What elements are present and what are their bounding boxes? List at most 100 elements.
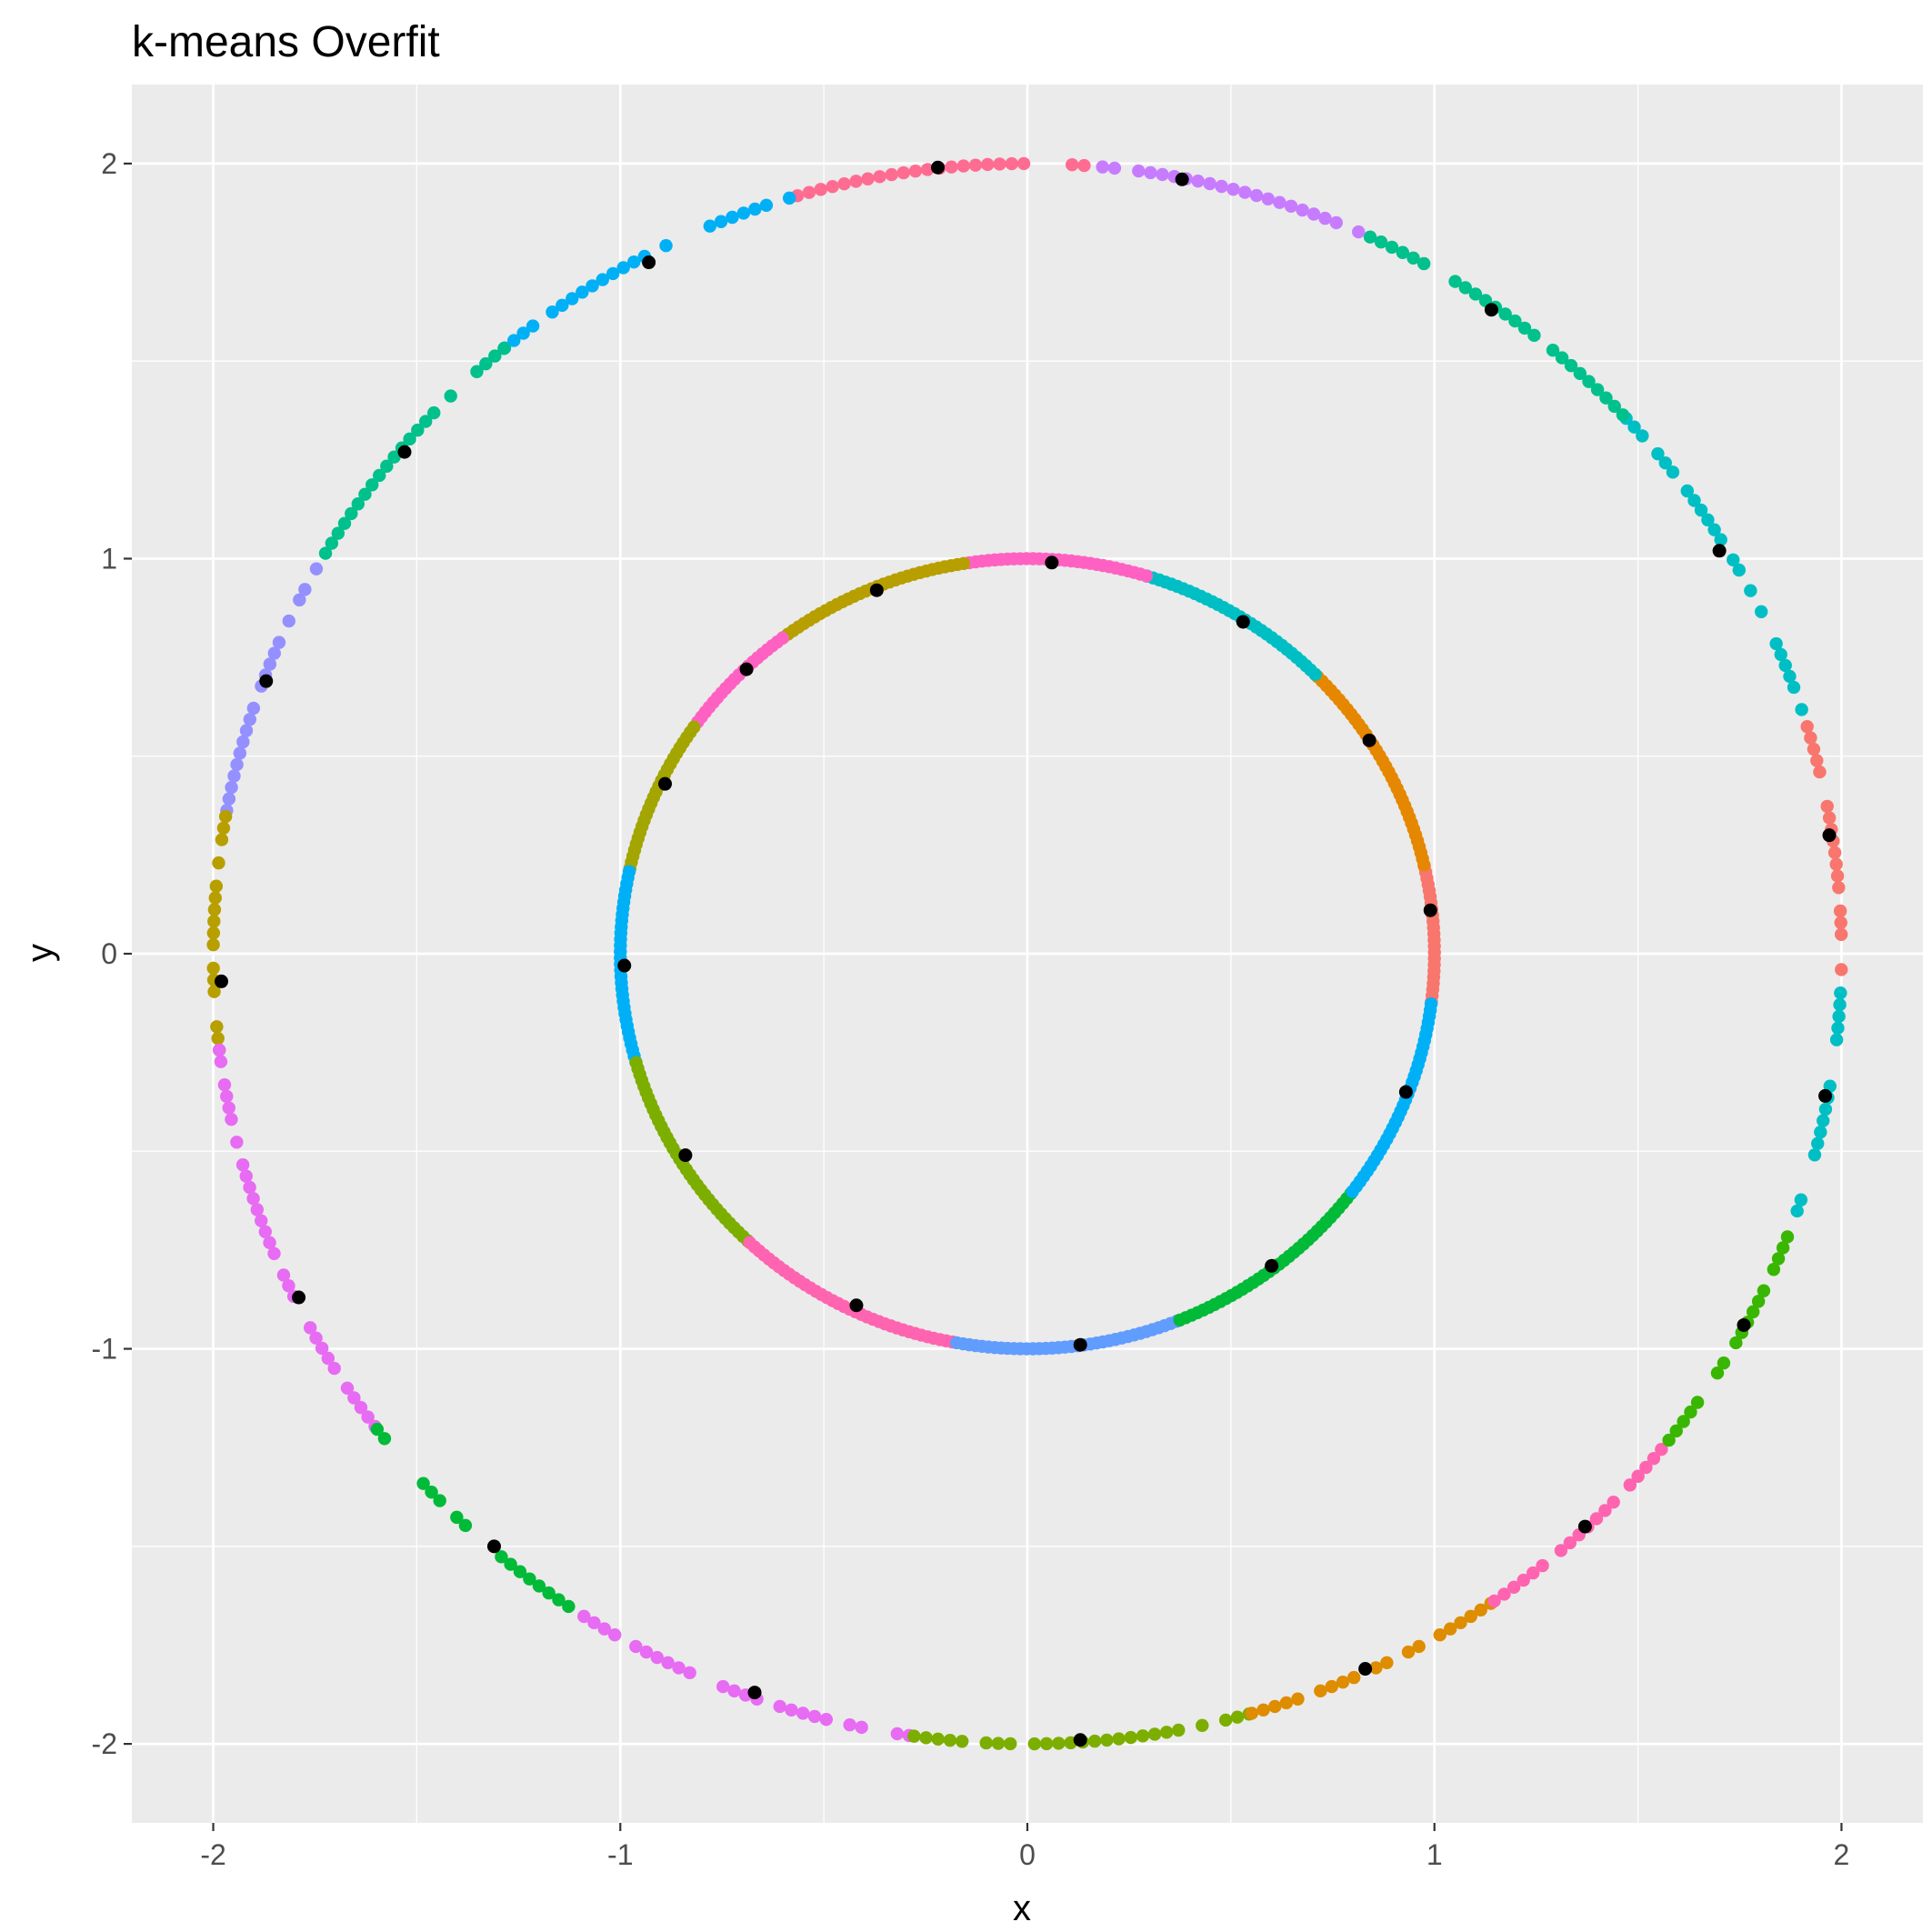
data-point [1156,167,1169,182]
data-point [1835,963,1848,976]
cluster-center-point [678,1148,693,1163]
data-point [1238,185,1252,199]
data-point [1416,256,1431,271]
data-point [1132,164,1146,178]
data-point [225,1112,238,1126]
data-point [1536,1558,1549,1573]
data-point [1066,158,1079,172]
cluster-center-point [1265,1258,1279,1273]
data-point [1818,1102,1833,1116]
data-point [1599,391,1613,405]
data-point [1690,1396,1705,1409]
data-point [206,937,220,952]
data-point [1807,742,1821,756]
data-point [552,1593,566,1607]
data-point [1717,1356,1731,1370]
data-point [1191,175,1205,188]
data-point [1112,1732,1126,1746]
data-point [1039,1737,1054,1751]
cluster-center-point [1737,1317,1751,1332]
data-point [1810,754,1824,767]
data-point [1100,1733,1114,1747]
data-point [495,1550,508,1564]
data-point [931,1732,945,1747]
data-point [1747,1305,1760,1319]
data-point [1458,281,1472,295]
data-point [309,562,324,576]
data-point [523,1572,536,1586]
data-point [358,487,372,501]
data-point [497,342,511,355]
y-axis: 2 1 0 -1 -2 [92,147,132,1760]
data-point [1582,375,1596,388]
data-point [1464,1609,1477,1624]
data-point [1527,1566,1540,1580]
data-point [207,985,221,998]
data-point [1822,811,1837,825]
data-point [1662,1433,1676,1447]
cluster-center-point [642,255,656,270]
y-axis-title: y [20,944,60,962]
data-point [377,1432,392,1446]
data-point [1077,158,1091,173]
data-point [373,468,386,483]
data-point [1687,494,1701,507]
cluster-center-point [747,1686,762,1700]
cluster-center-point [397,445,412,459]
x-tick-label: 0 [1019,1838,1036,1871]
cluster-center-point [849,1298,864,1313]
data-point [1385,240,1399,255]
data-point [1783,669,1797,684]
data-point [1424,997,1438,1011]
data-point [1004,1737,1017,1751]
data-point [210,1020,224,1034]
data-point [351,497,365,511]
data-point [703,219,717,233]
cluster-center-point [658,776,673,791]
data-point [1573,366,1587,381]
data-point [1159,1726,1174,1739]
data-point [907,1729,921,1743]
data-point [425,1485,438,1499]
data-point [1226,182,1240,196]
x-tick-label: 1 [1426,1838,1443,1871]
data-point [239,724,254,737]
data-point [650,1650,664,1665]
data-point [1684,1405,1697,1419]
data-point [1291,1692,1305,1706]
data-point [627,255,641,269]
data-point [1497,1587,1511,1601]
cluster-center-point [739,662,754,676]
data-point [1433,1628,1447,1642]
cluster-center-point [1362,733,1376,747]
data-point [532,1579,546,1593]
data-point [1005,156,1019,171]
data-point [861,172,875,185]
cluster-center-point [1175,172,1189,186]
data-point [736,206,751,220]
chart-title: k-means Overfit [132,18,440,66]
cluster-center-point [292,1290,306,1305]
data-point [1087,1734,1102,1748]
data-point [213,1043,226,1057]
data-point [1829,1033,1844,1046]
cluster-center-point [1577,1519,1592,1534]
data-point [450,1510,464,1525]
data-point [1096,160,1109,174]
data-point [661,1656,675,1670]
data-point [1655,1442,1668,1457]
data-point [1508,314,1522,328]
data-point [222,792,236,806]
data-point [1256,1703,1270,1717]
data-point [387,450,401,464]
data-point [1314,1684,1327,1698]
data-point [309,1331,323,1345]
data-point [1814,1126,1827,1139]
data-point [1329,215,1343,230]
data-point [807,1709,822,1724]
data-point [1607,1495,1620,1509]
data-point [282,1279,295,1293]
data-point [1774,647,1787,662]
data-point [1727,553,1740,566]
